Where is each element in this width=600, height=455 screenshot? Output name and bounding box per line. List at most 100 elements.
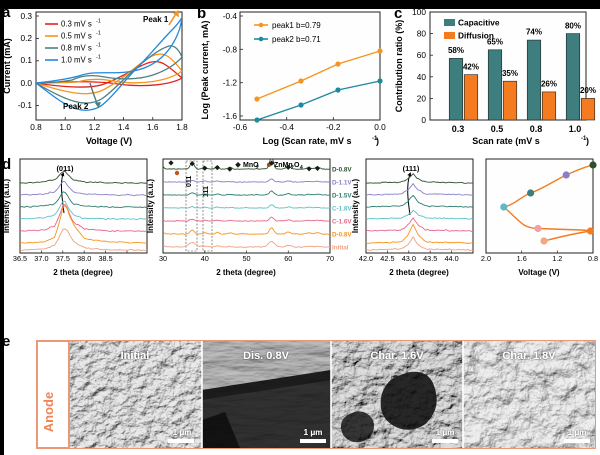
- svg-text:0.8: 0.8: [30, 122, 42, 132]
- svg-text:-0.2: -0.2: [326, 122, 341, 132]
- svg-text:42.0: 42.0: [359, 254, 373, 263]
- svg-text:20: 20: [417, 93, 427, 103]
- svg-text:Capacitive: Capacitive: [458, 18, 500, 28]
- svg-text:D-1.1V: D-1.1V: [332, 180, 352, 187]
- svg-text:43.5: 43.5: [423, 254, 437, 263]
- svg-text:-1.6: -1.6: [223, 111, 238, 121]
- svg-text:2: 2: [256, 165, 259, 171]
- svg-text:-0.8: -0.8: [223, 44, 238, 54]
- svg-text:(111): (111): [403, 164, 420, 173]
- svg-text:0.3: 0.3: [20, 11, 32, 21]
- svg-text:0.1: 0.1: [20, 55, 32, 65]
- svg-text:60: 60: [417, 50, 427, 60]
- svg-text:0.0: 0.0: [374, 122, 386, 132]
- svg-text:Char. 1.8V: Char. 1.8V: [502, 350, 556, 362]
- svg-text:50: 50: [242, 254, 250, 263]
- svg-text:Voltage (V): Voltage (V): [518, 268, 560, 277]
- svg-text:0: 0: [421, 115, 426, 125]
- svg-text:2 theta (degree): 2 theta (degree): [216, 268, 276, 277]
- svg-text:Anode: Anode: [41, 392, 56, 432]
- svg-text:e: e: [2, 333, 10, 350]
- svg-text:-1: -1: [96, 43, 101, 49]
- svg-text:peak1 b=0.79: peak1 b=0.79: [272, 21, 321, 30]
- svg-text:0.5: 0.5: [491, 124, 504, 134]
- svg-text:1.4: 1.4: [118, 122, 130, 132]
- svg-text:C-1.8V: C-1.8V: [332, 206, 352, 213]
- svg-text:1 μm: 1 μm: [436, 428, 455, 437]
- svg-text:-0.1: -0.1: [18, 100, 33, 110]
- svg-text:43.0: 43.0: [402, 254, 416, 263]
- svg-text:0.8: 0.8: [588, 254, 598, 263]
- svg-text:2.0: 2.0: [481, 254, 491, 263]
- svg-text:1.2: 1.2: [89, 122, 101, 132]
- svg-text:-1: -1: [96, 55, 101, 61]
- svg-text:35%: 35%: [502, 69, 518, 78]
- svg-text:Log (Scan rate, mV s: Log (Scan rate, mV s: [262, 136, 351, 146]
- svg-text:1.6: 1.6: [517, 254, 527, 263]
- svg-text:-1.2: -1.2: [223, 78, 238, 88]
- svg-text:Peak 1: Peak 1: [143, 15, 169, 24]
- svg-text:1 μm: 1 μm: [173, 428, 192, 437]
- svg-text:c: c: [394, 5, 402, 22]
- svg-text:0.3 mV s: 0.3 mV s: [61, 20, 92, 29]
- svg-text:Contribution ratio (%): Contribution ratio (%): [394, 20, 404, 112]
- svg-text:2 theta (degree): 2 theta (degree): [389, 268, 449, 277]
- svg-text:Current (mA): Current (mA): [2, 38, 12, 94]
- svg-text:Intensity (a.u.): Intensity (a.u.): [146, 179, 155, 234]
- svg-text:1.6: 1.6: [147, 122, 159, 132]
- svg-text:C-1.6V: C-1.6V: [332, 219, 352, 226]
- svg-text:Scan rate (mV s: Scan rate (mV s: [472, 136, 540, 146]
- svg-text:0.0: 0.0: [20, 78, 32, 88]
- svg-text:37.0: 37.0: [34, 254, 48, 263]
- svg-text:0.3: 0.3: [452, 124, 465, 134]
- svg-text:Initial: Initial: [121, 350, 150, 362]
- svg-text:): ): [586, 136, 589, 146]
- svg-text:0.8: 0.8: [530, 124, 543, 134]
- svg-text:1 μm: 1 μm: [304, 428, 323, 437]
- svg-text:4: 4: [300, 165, 303, 171]
- svg-text:D-0.8V: D-0.8V: [332, 167, 352, 174]
- svg-text:Voltage (V): Voltage (V): [86, 136, 132, 146]
- svg-text:D-0.8V: D-0.8V: [332, 232, 352, 239]
- svg-text:74%: 74%: [526, 28, 542, 37]
- svg-text:37.5: 37.5: [56, 254, 70, 263]
- svg-text:Diffusion: Diffusion: [458, 31, 494, 41]
- svg-text:Intensity (a.u.): Intensity (a.u.): [2, 179, 11, 234]
- svg-text:1.0: 1.0: [569, 124, 582, 134]
- svg-text:0.2: 0.2: [20, 33, 32, 43]
- svg-text:-0.4: -0.4: [280, 122, 295, 132]
- svg-text:-0.4: -0.4: [223, 11, 238, 21]
- svg-text:0.8 mV s: 0.8 mV s: [61, 44, 92, 53]
- svg-text:0.5 mV s: 0.5 mV s: [61, 32, 92, 41]
- svg-text:Initial: Initial: [332, 245, 349, 252]
- svg-text:44.0: 44.0: [444, 254, 458, 263]
- svg-text:1.0 mV s: 1.0 mV s: [61, 56, 92, 65]
- svg-text:80%: 80%: [565, 21, 581, 30]
- svg-text:42.5: 42.5: [380, 254, 394, 263]
- svg-text:-1: -1: [96, 19, 101, 25]
- svg-text:D-1.5V: D-1.5V: [332, 193, 352, 200]
- svg-text:d: d: [2, 156, 11, 173]
- svg-text:Peak 2: Peak 2: [63, 102, 89, 111]
- svg-text:80: 80: [417, 29, 427, 39]
- svg-text:2 theta (degree): 2 theta (degree): [53, 268, 113, 277]
- svg-text:40: 40: [417, 72, 427, 82]
- svg-text:peak2 b=0.71: peak2 b=0.71: [272, 35, 321, 44]
- svg-text:Char. 1.6V: Char. 1.6V: [370, 350, 424, 362]
- svg-text:36.5: 36.5: [13, 254, 27, 263]
- svg-text:1.2: 1.2: [552, 254, 562, 263]
- svg-text:38.5: 38.5: [98, 254, 112, 263]
- svg-text:38.0: 38.0: [77, 254, 91, 263]
- svg-text:1.8: 1.8: [176, 122, 188, 132]
- svg-text:30: 30: [159, 254, 167, 263]
- svg-text:Intensity (a.u.): Intensity (a.u.): [351, 179, 360, 234]
- svg-text:20%: 20%: [580, 86, 596, 95]
- svg-text:40: 40: [201, 254, 209, 263]
- svg-text:1 μm: 1 μm: [568, 428, 587, 437]
- svg-text:-0.6: -0.6: [233, 122, 248, 132]
- svg-text:42%: 42%: [463, 63, 479, 72]
- svg-text:100: 100: [412, 7, 426, 17]
- svg-text:70: 70: [326, 254, 334, 263]
- svg-text:58%: 58%: [448, 46, 464, 55]
- svg-text:26%: 26%: [541, 80, 557, 89]
